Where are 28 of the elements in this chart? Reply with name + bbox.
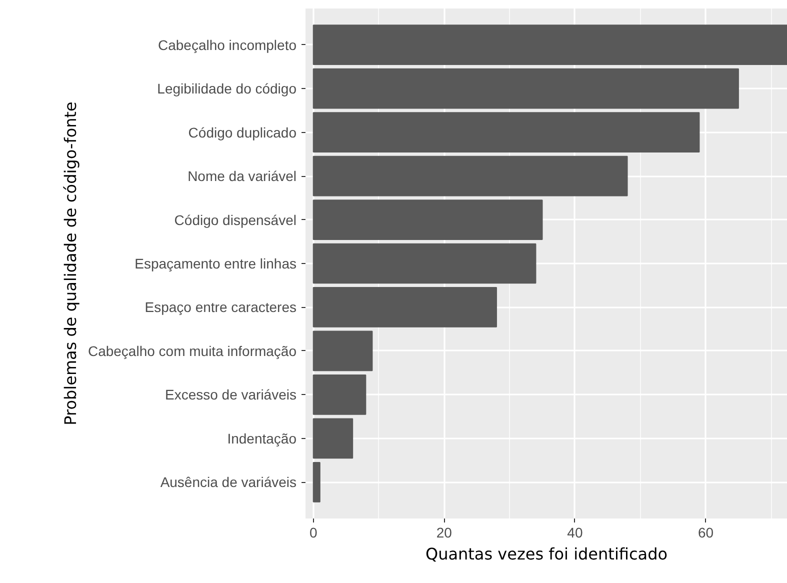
bar: [312, 24, 787, 65]
bar: [312, 112, 700, 152]
y-tick-label: Cabeçalho incompleto: [158, 36, 297, 53]
y-tick-label: Legibilidade do código: [157, 80, 297, 97]
bar: [312, 287, 497, 328]
y-tick-label: Espaço entre caracteres: [144, 299, 297, 316]
y-tick-label: Código duplicado: [188, 124, 297, 140]
bar: [312, 243, 536, 284]
y-tick-label: Espaçamento entre linhas: [134, 256, 296, 272]
x-tick-label: 20: [436, 524, 452, 540]
y-tick-label: Nome da variável: [188, 168, 296, 184]
y-tick-label: Cabeçalho com muita informação: [88, 342, 297, 359]
y-axis-title: Problemas de qualidade de código-fonte: [60, 102, 80, 426]
y-tick-label: Excesso de variáveis: [164, 386, 297, 403]
bar: [312, 462, 320, 502]
bar: [312, 200, 543, 240]
y-tick-label: Código dispensável: [174, 212, 297, 228]
x-tick-label: 40: [567, 524, 583, 540]
x-tick-label: 60: [698, 524, 714, 540]
bar: [312, 418, 354, 459]
x-axis-title: Quantas vezes foi identificado: [425, 544, 668, 564]
bar: [312, 68, 739, 109]
x-tick-label: 0: [309, 524, 318, 540]
bar: [312, 374, 366, 415]
bar: [312, 330, 373, 372]
bar: [312, 156, 628, 196]
y-tick-label: Ausência de variáveis: [160, 474, 296, 490]
y-tick-label: Indentação: [227, 430, 297, 446]
